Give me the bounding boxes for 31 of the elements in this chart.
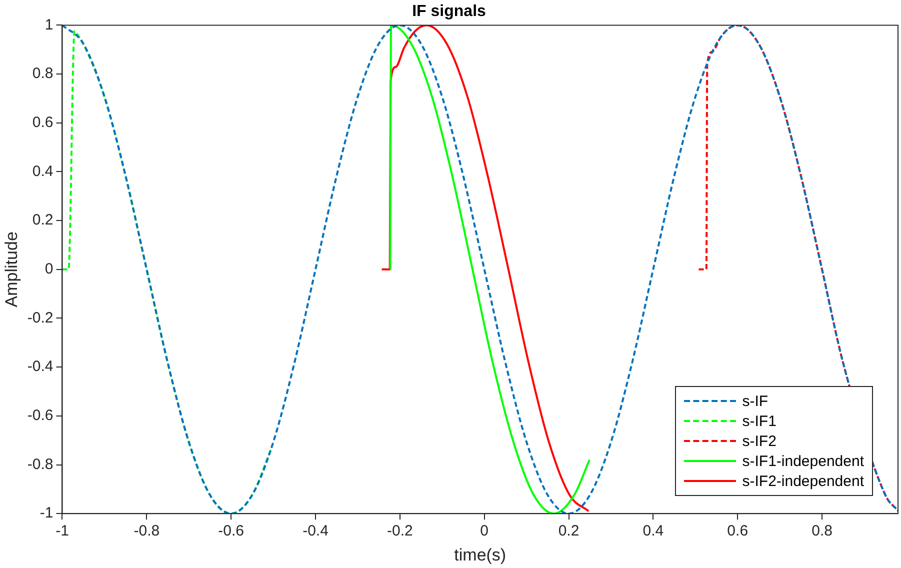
x-tick-label: -1: [56, 522, 69, 540]
y-tick-label: 0.2: [32, 212, 54, 229]
legend-label: s-IF1: [742, 412, 776, 430]
y-tick-label: -0.4: [27, 358, 54, 376]
y-tick-label: 0.4: [32, 162, 54, 180]
y-tick-label: 0.8: [32, 65, 54, 82]
y-axis-title: Amplitude: [2, 232, 21, 308]
legend-label: s-IF2: [742, 432, 776, 450]
x-tick-label: 0.8: [812, 522, 832, 540]
x-tick-label: 0.6: [727, 522, 748, 540]
x-tick-label: 0: [480, 522, 489, 540]
y-tick-label: 1: [44, 16, 54, 34]
x-tick-label: 0.4: [642, 522, 664, 540]
y-tick-label: 0: [44, 260, 54, 278]
y-tick-label: -0.2: [27, 309, 54, 326]
x-axis-title: time(s): [454, 545, 506, 564]
x-tick-label: -0.2: [386, 522, 413, 540]
chart-title: IF signals: [412, 3, 486, 20]
x-tick-label: -0.4: [302, 522, 328, 540]
x-tick-label: -0.6: [218, 522, 244, 540]
x-tick-label: 0.2: [558, 522, 580, 540]
y-tick-label: -0.8: [27, 456, 54, 473]
legend-label: s-IF2-independent: [742, 472, 864, 490]
line-series: [62, 30, 272, 514]
y-tick-label: 0.6: [32, 114, 54, 132]
y-tick-label: -1: [40, 504, 54, 522]
x-tick-label: -0.8: [134, 522, 160, 540]
line-series: [698, 25, 898, 512]
y-tick-label: -0.6: [27, 407, 54, 424]
legend-label: s-IF: [742, 392, 768, 410]
legend-label: s-IF1-independent: [742, 452, 864, 470]
